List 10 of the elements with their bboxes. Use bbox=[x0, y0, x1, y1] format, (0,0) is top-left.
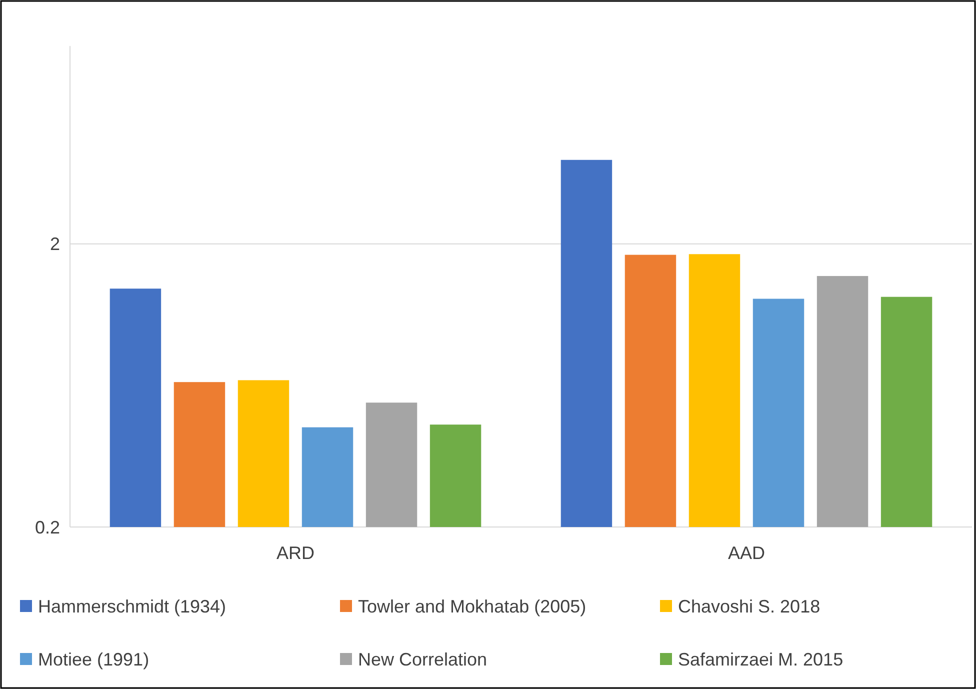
legend-label: Safamirzaei M. 2015 bbox=[678, 649, 844, 670]
legend-label: Hammerschmidt (1934) bbox=[38, 596, 226, 616]
x-tick-label: ARD bbox=[276, 543, 315, 563]
legend-label: Chavoshi S. 2018 bbox=[678, 596, 820, 616]
y-tick-label: 0.2 bbox=[34, 517, 60, 538]
legend-label: Motiee (1991) bbox=[38, 649, 150, 670]
legend-label: New Correlation bbox=[358, 649, 488, 670]
y-tick-label: 2 bbox=[50, 234, 60, 254]
x-tick-label: AAD bbox=[728, 543, 766, 563]
legend-label: Towler and Mokhatab (2005) bbox=[358, 596, 586, 616]
